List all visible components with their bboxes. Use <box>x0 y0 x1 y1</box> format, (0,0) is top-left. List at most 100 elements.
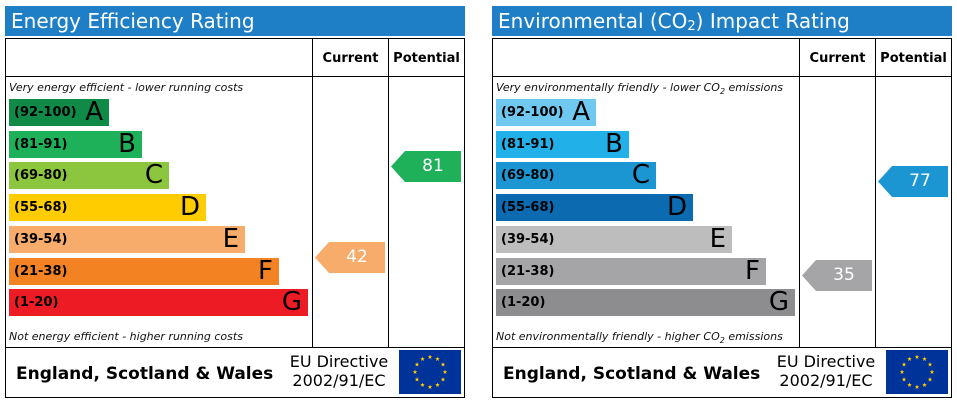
energy-footer-directive: EU Directive 2002/91/EC <box>284 352 394 390</box>
energy-header-divider <box>6 76 464 77</box>
energy-band-range: (92-100) <box>14 105 77 120</box>
eu-flag-icon <box>886 350 948 394</box>
energy-title: Energy Efficiency Rating <box>11 9 255 33</box>
environmental-current-arrow-shape <box>802 260 872 291</box>
environmental-current-divider <box>799 39 800 347</box>
eu-flag-star <box>927 377 933 382</box>
environmental-band-range: (92-100) <box>501 105 564 120</box>
energy-band-range: (39-54) <box>14 231 68 247</box>
eu-flag-star <box>414 377 420 382</box>
environmental-current-rating-arrow: 35 <box>802 260 872 291</box>
eu-flag-star <box>914 354 920 359</box>
environmental-band-f: (21-38) F <box>496 255 766 286</box>
energy-bottom-caption: Not energy efficient - higher running co… <box>9 330 243 343</box>
environmental-band-range: (81-91) <box>501 136 555 152</box>
energy-top-caption: Very energy efficient - lower running co… <box>9 81 244 94</box>
energy-footer-divider <box>6 347 464 348</box>
environmental-potential-header: Potential <box>880 51 947 66</box>
eu-flag-star <box>420 356 425 361</box>
eu-flag-star <box>435 382 440 387</box>
environmental-bottom-caption-before: Not environmentally friendly - higher CO <box>496 330 720 343</box>
eu-flag-star <box>427 354 433 359</box>
eu-flag-star <box>907 382 912 387</box>
environmental-title-sub: 2 <box>687 19 696 34</box>
environmental-bottom-caption-sub: 2 <box>719 336 725 346</box>
energy-current-rating-arrow: 42 <box>315 242 385 273</box>
environmental-directive-line1: EU Directive <box>776 352 876 371</box>
eu-flag-star <box>901 362 907 367</box>
eu-flag-star <box>929 369 935 374</box>
environmental-potential-arrow-shape <box>878 166 948 197</box>
environmental-potential-rating-arrow: 77 <box>878 166 948 197</box>
environmental-band-c: (69-80) C <box>496 160 656 190</box>
environmental-band-range: (39-54) <box>501 231 555 247</box>
energy-band-c: (69-80) C <box>9 160 169 191</box>
energy-band-d: (55-68) D <box>9 192 206 223</box>
environmental-band-d: (55-68) D <box>496 192 693 223</box>
environmental-band-letter: A <box>572 97 590 127</box>
environmental-footer-directive: EU Directive 2002/91/EC <box>771 352 881 390</box>
environmental-chart-frame: Current Potential Very environmentally f… <box>492 38 952 398</box>
eu-flag-star <box>435 356 440 361</box>
eu-flag-star <box>420 382 425 387</box>
energy-band-letter: C <box>144 160 163 191</box>
energy-band-letter: E <box>222 223 239 254</box>
energy-band-e: (39-54) E <box>9 223 245 254</box>
energy-band-range: (55-68) <box>14 200 68 216</box>
eu-flag-star <box>414 362 420 367</box>
energy-band-f: (21-38) F <box>9 255 279 286</box>
eu-flag-star <box>922 356 927 361</box>
energy-band-letter: D <box>179 192 200 223</box>
eu-flag-star <box>440 377 446 382</box>
environmental-band-letter: F <box>745 255 760 286</box>
environmental-top-caption: Very environmentally friendly - lower CO… <box>496 81 783 99</box>
eu-flag-star <box>901 377 907 382</box>
environmental-band-range: (21-38) <box>501 263 555 279</box>
environmental-top-caption-sub: 2 <box>719 87 726 97</box>
environmental-band-g: (1-20) G <box>496 287 795 318</box>
energy-band-a: (92-100) A <box>9 97 109 127</box>
energy-band-letter: A <box>85 97 103 127</box>
energy-current-arrow-shape <box>315 242 385 273</box>
energy-band-letter: B <box>118 128 136 159</box>
environmental-title-bar: Environmental (CO2) Impact Rating <box>492 6 952 36</box>
eu-flag-star <box>427 384 433 389</box>
environmental-footer-divider <box>493 347 951 348</box>
energy-potential-header: Potential <box>393 51 460 66</box>
environmental-band-letter: G <box>768 287 789 318</box>
environmental-rating-panel: Environmental (CO2) Impact Rating Curren… <box>492 0 952 398</box>
environmental-footer-region: England, Scotland & Wales <box>503 364 761 384</box>
eu-flag-star <box>914 384 920 389</box>
environmental-potential-rating-value: 77 <box>909 171 931 191</box>
eu-flag-star <box>440 362 446 367</box>
energy-chart-frame: Current Potential Very energy efficient … <box>5 38 465 398</box>
environmental-title: Environmental (CO2) Impact Rating <box>498 9 850 39</box>
energy-potential-rating-value: 81 <box>422 156 444 176</box>
environmental-top-caption-after: emissions <box>725 81 784 94</box>
energy-directive-line2: 2002/91/EC <box>292 371 386 390</box>
environmental-potential-divider <box>875 39 876 347</box>
environmental-header-divider <box>493 76 951 77</box>
eu-flag-star <box>927 362 933 367</box>
eu-flag-star <box>922 382 927 387</box>
environmental-current-rating-value: 35 <box>833 265 855 285</box>
environmental-title-after: ) Impact Rating <box>695 9 850 33</box>
eu-flag-star <box>899 369 905 374</box>
environmental-title-before: Environmental (CO <box>498 9 688 33</box>
eu-flag-star <box>412 369 418 374</box>
environmental-band-range: (55-68) <box>501 200 555 216</box>
eu-flag-star <box>907 356 912 361</box>
environmental-band-letter: D <box>666 192 687 223</box>
energy-band-range: (69-80) <box>14 168 68 184</box>
energy-band-letter: F <box>258 255 273 286</box>
eu-flag-icon <box>399 350 461 394</box>
energy-potential-arrow-shape <box>391 151 461 182</box>
energy-band-range: (81-91) <box>14 136 68 152</box>
energy-current-divider <box>312 39 313 347</box>
energy-current-rating-value: 42 <box>346 247 368 267</box>
environmental-band-range: (69-80) <box>501 168 555 184</box>
energy-band-range: (21-38) <box>14 263 68 279</box>
environmental-band-letter: E <box>709 223 726 254</box>
environmental-band-b: (81-91) B <box>496 129 629 159</box>
environmental-band-e: (39-54) E <box>496 223 732 254</box>
